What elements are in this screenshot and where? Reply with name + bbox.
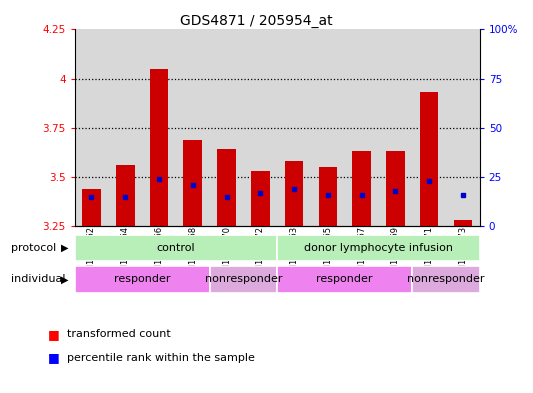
Bar (142, 29, 176, 226)
Bar (217, 149, 236, 226)
Bar (108, 29, 142, 226)
Bar (277, 266, 412, 293)
Bar (209, 29, 244, 226)
Text: ■: ■ (47, 351, 59, 364)
Bar (116, 165, 134, 226)
Bar (446, 29, 480, 226)
Bar (319, 167, 337, 226)
Bar (412, 266, 480, 293)
Bar (176, 29, 209, 226)
Bar (378, 29, 412, 226)
Bar (209, 266, 277, 293)
Text: GDS4871 / 205954_at: GDS4871 / 205954_at (180, 14, 332, 28)
Bar (454, 220, 472, 226)
Bar (420, 92, 438, 226)
Bar (82, 189, 101, 226)
Text: ■: ■ (47, 327, 59, 341)
Text: transformed count: transformed count (67, 329, 171, 339)
Text: percentile rank within the sample: percentile rank within the sample (67, 353, 254, 363)
Bar (251, 171, 270, 226)
Bar (150, 69, 168, 226)
Text: ▶: ▶ (61, 242, 68, 253)
Text: control: control (157, 243, 195, 253)
Text: protocol: protocol (11, 242, 56, 253)
Text: individual: individual (11, 274, 65, 285)
Text: donor lymphocyte infusion: donor lymphocyte infusion (304, 243, 453, 253)
Bar (412, 29, 446, 226)
Bar (75, 266, 209, 293)
Bar (244, 29, 277, 226)
Text: responder: responder (317, 274, 373, 285)
Bar (311, 29, 345, 226)
Bar (277, 29, 311, 226)
Bar (75, 29, 108, 226)
Text: nonresponder: nonresponder (205, 274, 282, 285)
Bar (345, 29, 378, 226)
Bar (75, 235, 277, 261)
Bar (386, 151, 405, 226)
Bar (285, 161, 303, 226)
Text: ▶: ▶ (61, 274, 68, 285)
Text: nonresponder: nonresponder (407, 274, 484, 285)
Bar (352, 151, 371, 226)
Bar (183, 140, 202, 226)
Text: responder: responder (114, 274, 171, 285)
Bar (277, 235, 480, 261)
